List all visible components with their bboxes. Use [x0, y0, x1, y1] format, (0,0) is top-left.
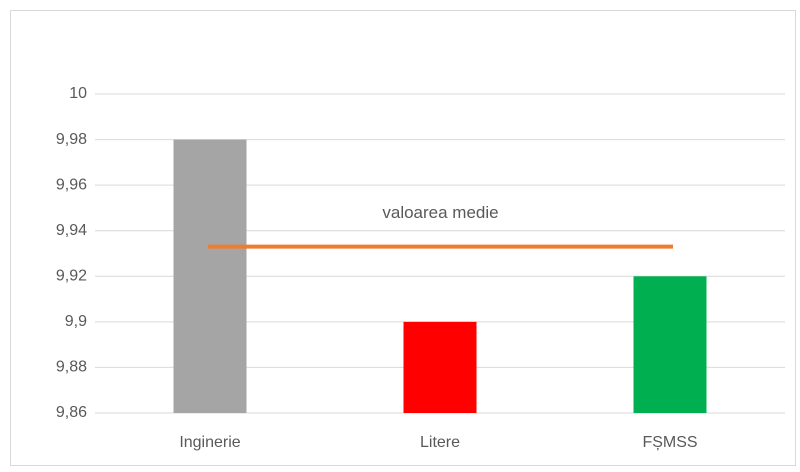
y-tick-label: 9,88 — [56, 359, 87, 376]
mean-line-label: valoarea medie — [382, 203, 498, 222]
y-tick-label: 9,98 — [56, 131, 87, 148]
bar — [403, 321, 477, 413]
y-tick-label: 9,92 — [56, 268, 87, 285]
x-tick-label: Inginerie — [179, 434, 240, 451]
y-tick-label: 9,9 — [65, 313, 87, 330]
y-tick-label: 9,96 — [56, 176, 87, 193]
y-tick-label: 9,86 — [56, 404, 87, 421]
bar — [173, 139, 247, 414]
x-tick-label: Litere — [420, 434, 460, 451]
y-tick-label: 9,94 — [56, 222, 87, 239]
x-tick-label: FȘMSS — [642, 434, 697, 451]
y-tick-label: 10 — [69, 85, 87, 102]
bar — [633, 276, 707, 413]
